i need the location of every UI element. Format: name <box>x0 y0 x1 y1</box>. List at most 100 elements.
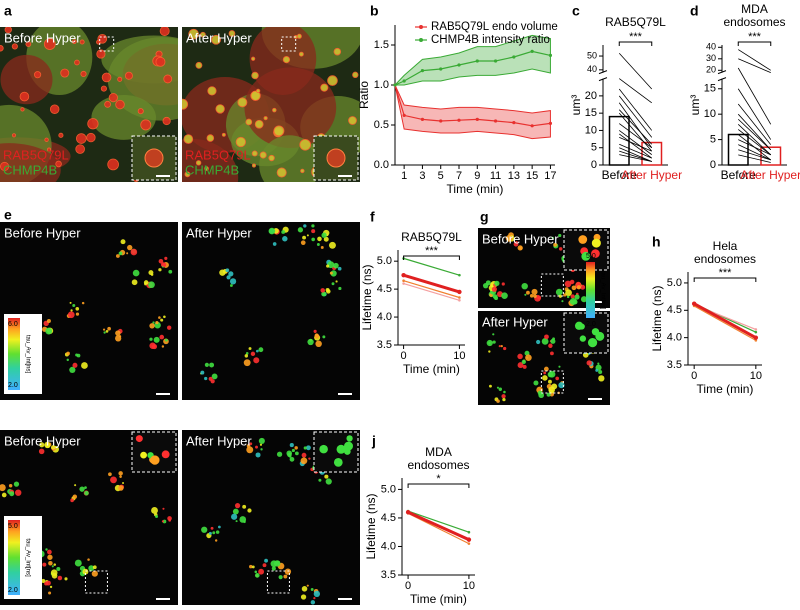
endosome <box>598 375 605 382</box>
endosome <box>69 366 76 374</box>
endosome <box>116 254 120 258</box>
y-tick-label: 40 <box>706 42 716 52</box>
series-line <box>403 282 460 301</box>
endosome <box>547 371 554 378</box>
endosome <box>503 346 507 351</box>
endosome <box>207 86 217 96</box>
endosome <box>486 339 493 347</box>
endosome <box>131 279 138 286</box>
bar <box>641 141 663 166</box>
endosome <box>313 597 316 600</box>
x-tick-label: 11 <box>490 170 501 182</box>
endosome <box>524 293 527 296</box>
endosome <box>571 285 577 291</box>
data-point <box>405 510 411 515</box>
image-label: Before Hyper <box>4 30 81 45</box>
endosome <box>251 163 257 168</box>
endosome <box>522 364 527 369</box>
endosome <box>542 375 548 381</box>
endosome <box>200 370 205 375</box>
endosome <box>132 269 140 277</box>
endosome <box>45 548 48 551</box>
endosome <box>158 268 162 272</box>
endosome <box>51 565 54 568</box>
series-line <box>403 280 460 299</box>
panel-letter: g <box>480 209 489 225</box>
endosome <box>158 258 164 264</box>
y-axis-label: Ratio <box>357 81 371 109</box>
y-tick-label: 0.0 <box>374 159 389 171</box>
data-point <box>530 49 534 54</box>
endosome <box>214 539 218 542</box>
endosome <box>56 566 61 572</box>
micrograph <box>182 430 360 605</box>
endosome <box>149 342 156 349</box>
endosome <box>321 291 327 297</box>
paired-line <box>737 103 772 145</box>
endosome <box>101 72 112 83</box>
paired-line <box>619 130 652 155</box>
endosome <box>264 558 268 563</box>
endosome <box>331 282 335 286</box>
inset-detail <box>595 331 605 341</box>
endosome <box>120 239 126 245</box>
significance-bracket <box>737 41 772 46</box>
endosome <box>318 478 322 482</box>
endosome <box>1 492 7 498</box>
endosome <box>310 600 316 605</box>
endosome <box>118 485 124 491</box>
data-point <box>530 124 534 128</box>
endosome <box>127 244 133 251</box>
endosome <box>66 358 69 362</box>
endosome <box>300 594 307 600</box>
endosome <box>130 248 138 256</box>
inset-detail <box>346 435 353 442</box>
endosome <box>218 525 221 529</box>
endosome <box>517 362 524 369</box>
y-tick-label: 4.0 <box>667 332 682 344</box>
endosome <box>80 70 87 78</box>
endosome <box>148 281 155 289</box>
roi-box <box>266 570 290 594</box>
endosome <box>503 390 506 394</box>
inset-detail <box>591 249 600 258</box>
endosome <box>201 526 208 533</box>
endosome <box>221 132 226 137</box>
data-point <box>512 55 516 59</box>
endosome <box>320 83 329 92</box>
data-point <box>691 301 697 306</box>
endosome <box>255 452 261 458</box>
endosome <box>209 362 215 368</box>
endosome <box>246 446 254 454</box>
endosome <box>118 335 122 338</box>
endosome <box>164 338 168 342</box>
significance: *** <box>719 267 733 279</box>
endosome <box>137 108 144 115</box>
endosome <box>231 513 238 520</box>
endosome <box>149 323 155 329</box>
legend-label: CHMP4B intensity ratio <box>431 34 550 46</box>
endosome <box>259 151 267 159</box>
data-point <box>439 119 443 123</box>
y-tick-label: 4.0 <box>381 540 396 552</box>
endosome <box>251 56 256 61</box>
endosome <box>580 296 588 303</box>
endosome <box>313 590 321 598</box>
paired-line <box>618 88 653 131</box>
roi-box <box>99 36 115 52</box>
chart-title: RAB5Q79L <box>605 15 666 29</box>
endosome <box>569 298 577 305</box>
legend-swatch <box>419 38 423 42</box>
endosome <box>558 294 562 298</box>
axis-break <box>717 70 727 75</box>
endosome <box>505 235 513 242</box>
endosome <box>586 360 592 366</box>
endosome <box>49 585 53 589</box>
endosome <box>541 338 549 345</box>
endosome <box>60 68 70 78</box>
paired-line <box>738 49 771 71</box>
micrograph <box>478 311 610 405</box>
y-tick-label: 4.5 <box>377 283 392 295</box>
y-tick-label: 5.0 <box>667 277 682 289</box>
endosome <box>204 362 209 367</box>
